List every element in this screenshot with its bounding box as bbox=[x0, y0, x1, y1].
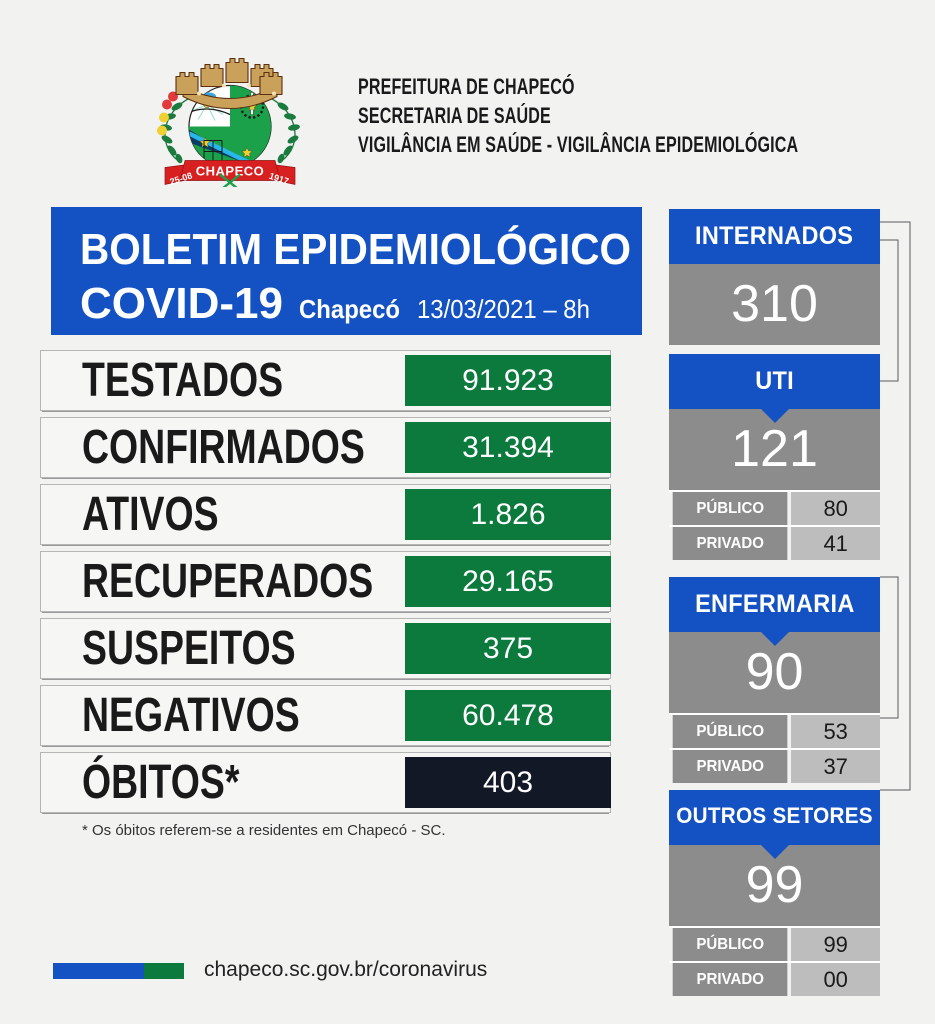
svg-text:CHAPECO: CHAPECO bbox=[196, 164, 265, 179]
